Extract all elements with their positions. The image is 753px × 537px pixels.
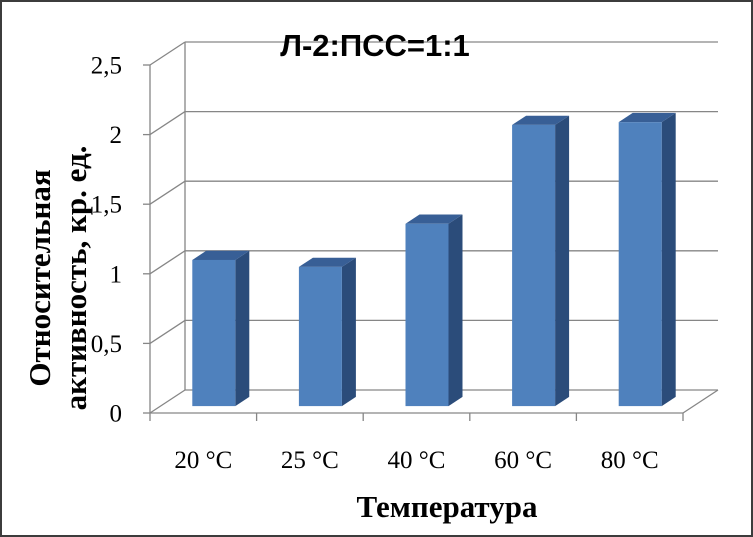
y-axis-title: Относительная активность, кр. ед. — [22, 145, 93, 411]
x-tick-label: 80 °C — [601, 447, 659, 474]
gridline-depth — [149, 250, 186, 275]
bar-front — [405, 223, 449, 407]
bar-top — [298, 257, 356, 267]
bar-front — [512, 124, 556, 407]
bar — [298, 257, 356, 407]
axes: 0 0,5 1 1,5 2 2,5 20 °C 25 °C 40 °C 60 °C 80 °C — [91, 42, 719, 474]
gridline-depth — [149, 389, 186, 414]
bar-top — [512, 115, 570, 125]
bar-front — [618, 122, 662, 407]
y-tick-label: 0,5 — [91, 331, 122, 358]
y-tick-label: 1,5 — [91, 192, 122, 219]
bars — [192, 112, 676, 407]
bar — [618, 112, 676, 407]
bar-side — [661, 112, 676, 407]
bar — [512, 115, 570, 407]
bar-top — [405, 214, 463, 224]
bar-front — [298, 266, 342, 407]
chart-title: Л-2:ПСС=1:1 — [280, 28, 470, 63]
bar-side — [448, 214, 463, 407]
floor-edge — [682, 389, 719, 414]
y-tick-label: 2 — [110, 122, 123, 149]
bar-front — [192, 259, 236, 407]
gridline-depth — [149, 319, 186, 344]
x-tick-label: 40 °C — [388, 447, 446, 474]
bar-top — [192, 250, 250, 260]
x-tick-label: 20 °C — [174, 447, 232, 474]
x-tick-label: 60 °C — [494, 447, 552, 474]
y-tick-label: 2,5 — [91, 53, 122, 80]
x-tick-label: 25 °C — [281, 447, 339, 474]
bar — [192, 250, 250, 407]
y-tick-label: 1 — [110, 261, 123, 288]
bar-side — [235, 250, 250, 407]
bar-side — [555, 115, 570, 407]
bar — [405, 214, 463, 407]
x-axis-title: Температура — [357, 489, 538, 524]
bar-side — [341, 257, 356, 407]
bar-top — [618, 112, 676, 123]
gridline-depth — [149, 111, 186, 136]
gridline-depth — [149, 41, 186, 66]
gridline-depth — [149, 180, 186, 205]
y-tick-label: 0 — [110, 401, 123, 428]
